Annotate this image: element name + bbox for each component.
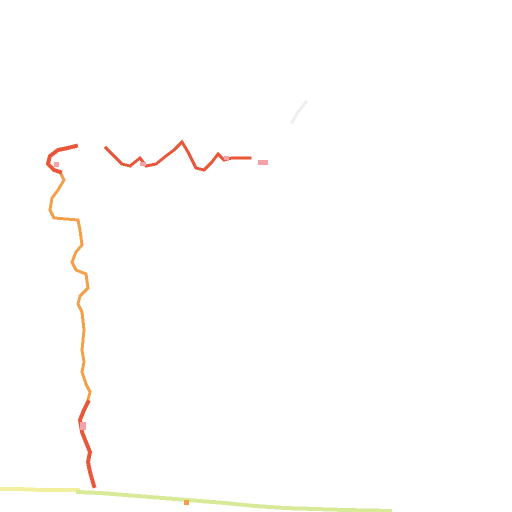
branch-pink-dot-3: [224, 156, 229, 160]
corner-pink-dot: [54, 162, 59, 167]
top-zigzag-branch: [103, 139, 252, 172]
ground-line-yellow: [0, 487, 80, 492]
stem-upper-orange: [48, 169, 92, 402]
ground-accent-dot: [184, 500, 189, 505]
branch-pink-dot-1: [140, 162, 146, 166]
faint-trace: [289, 99, 309, 125]
stem-pink-highlight: [80, 422, 86, 430]
corner-curl: [45, 143, 79, 175]
branch-pink-dot-2: [258, 160, 268, 165]
stem-lower-red: [77, 399, 97, 489]
ground-line-lime: [75, 489, 393, 512]
